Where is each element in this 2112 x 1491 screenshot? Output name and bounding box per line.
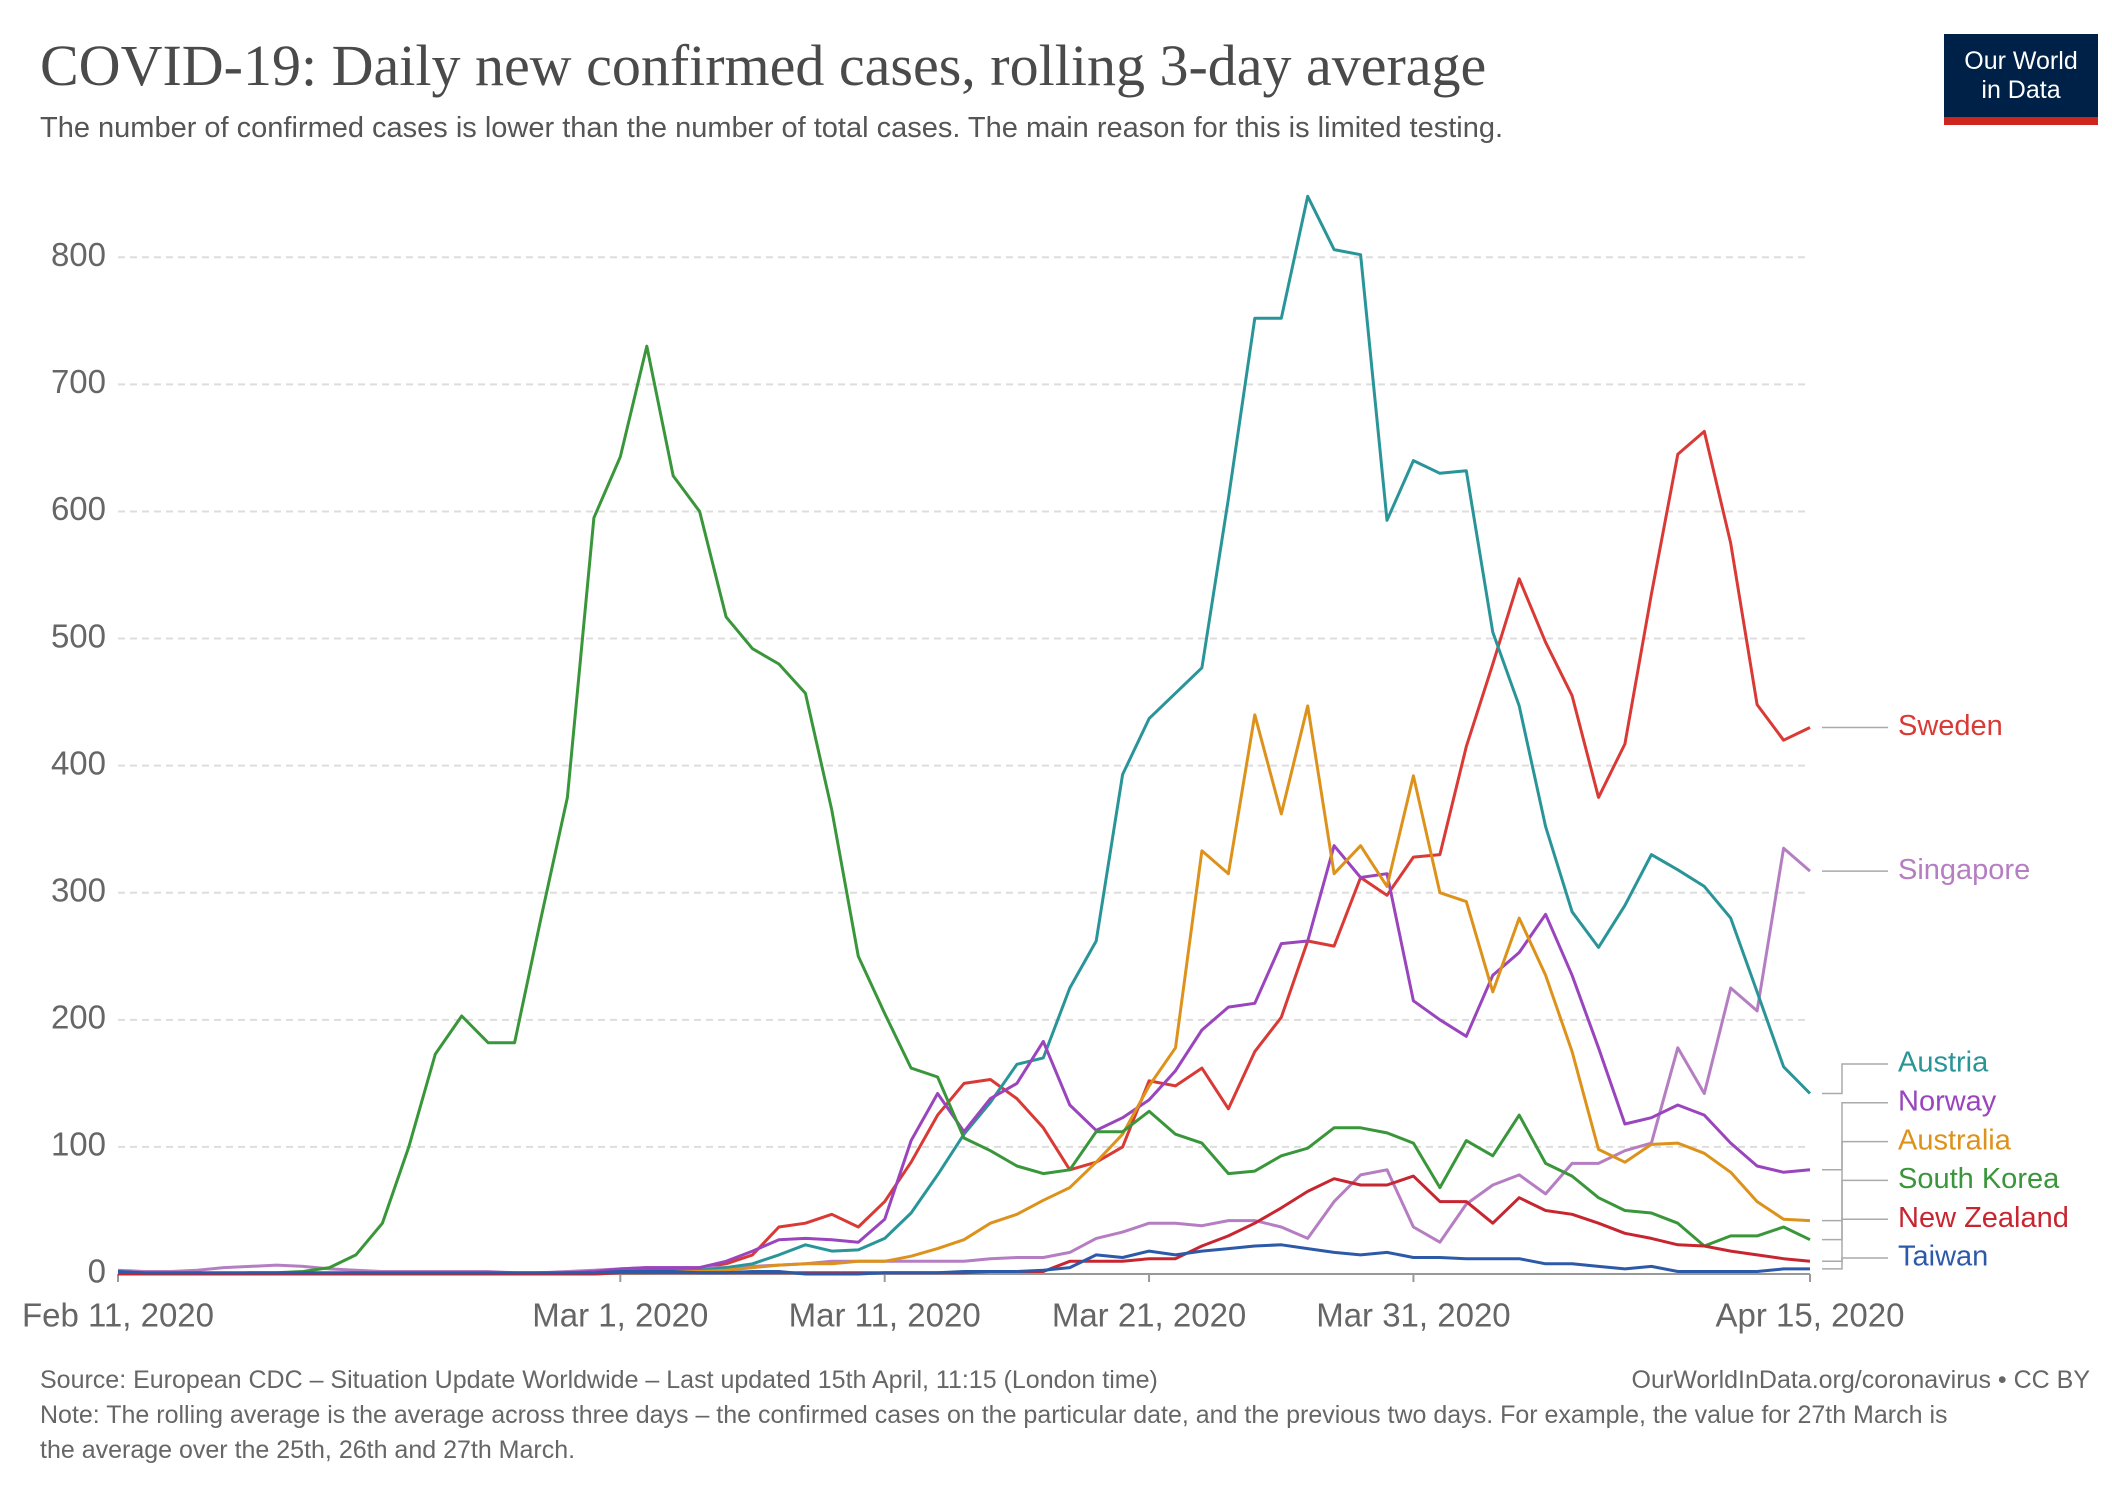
y-tick-label: 700 [51,363,106,400]
chart-title: COVID-19: Daily new confirmed cases, rol… [40,33,1487,98]
footer: Source: European CDC – Situation Update … [40,1363,2090,1468]
chart-subtitle: The number of confirmed cases is lower t… [40,112,1504,144]
y-tick-label: 500 [51,617,106,654]
legend-leader [1822,1063,1888,1095]
legend-leader [1822,1102,1888,1171]
legend-label: South Korea [1898,1163,2060,1195]
x-tick-label: Mar 31, 2020 [1316,1297,1510,1334]
x-tick-label: Apr 15, 2020 [1716,1297,1905,1334]
y-tick-label: 600 [51,490,106,527]
source-row: Source: European CDC – Situation Update … [40,1363,2090,1398]
series-line [118,194,1812,1276]
series-line [117,846,1811,1275]
chart: 0 100 200 300 400 500 600 700 800 Feb 11, 2020 Mar… [22,194,2069,1334]
source-link[interactable]: OurWorldInData.org/coronavirus • CC BY [1631,1366,2090,1394]
legend-label: Taiwan [1898,1241,1988,1273]
logo-line: Our World [1964,47,2078,75]
legend-leader [1822,1218,1888,1263]
legend-leader [1822,1257,1888,1270]
y-tick-label: 100 [51,1126,106,1163]
y-tick-label: 200 [51,999,106,1036]
series-line [117,1243,1810,1276]
legend-label: Australia [1898,1124,2012,1156]
series-line [118,344,1811,1276]
source: Source: European CDC – Situation Update … [40,1366,1158,1394]
note: Note: The rolling average is the average… [40,1401,1948,1464]
legend-leader [1822,1179,1888,1241]
y-tick-label: 300 [51,871,106,908]
x-tick-label: Mar 1, 2020 [532,1297,708,1334]
legend-label: Austria [1898,1047,1989,1079]
legend-label: New Zealand [1898,1202,2069,1234]
y-tick-label: 400 [51,744,106,781]
legend-label: Norway [1898,1085,1997,1117]
series-line [118,1174,1811,1276]
y-tick-label: 0 [88,1253,106,1290]
logo[interactable]: Our World in Data [1944,34,2098,125]
logo-line: in Data [1981,76,2061,104]
series-line [118,704,1811,1276]
y-tick-label: 800 [51,236,106,273]
legend-label: Sweden [1898,710,2003,742]
x-tick-label: Feb 11, 2020 [22,1297,214,1334]
x-tick-label: Mar 21, 2020 [1052,1297,1246,1334]
legend-label: Singapore [1898,854,2030,886]
x-tick-label: Mar 11, 2020 [789,1297,981,1334]
series-line [118,844,1811,1276]
